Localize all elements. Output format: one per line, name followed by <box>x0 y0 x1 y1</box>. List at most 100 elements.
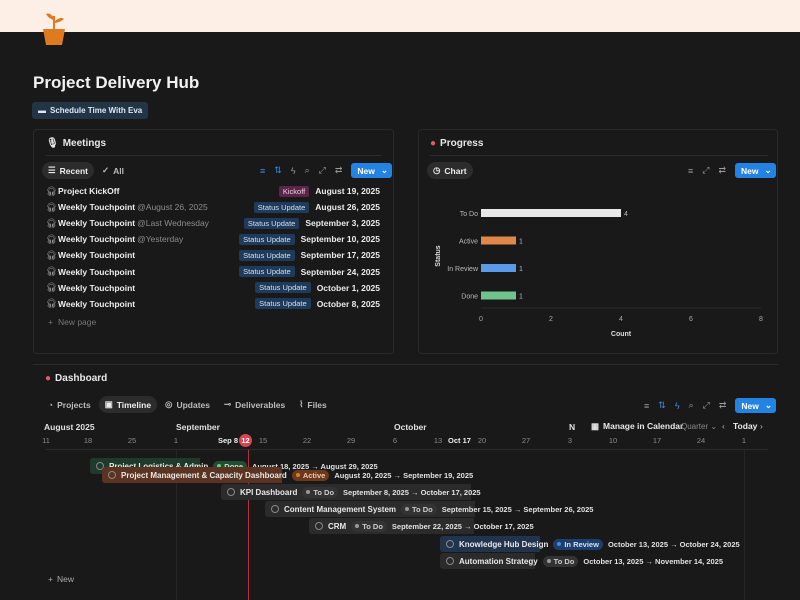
date-range: October 13, 2025 → October 24, 2025 <box>607 539 740 549</box>
range-select[interactable]: Quarter ⌄ <box>681 422 718 431</box>
y-axis-title: Status <box>435 245 442 267</box>
lightning-icon[interactable]: ϟ <box>674 400 680 411</box>
meeting-row[interactable]: 🎧︎ Weekly Touchpoint Status Update Septembe… <box>46 249 380 261</box>
status-pill: To Do <box>351 520 387 532</box>
filter-icon[interactable]: ≡ <box>260 165 266 176</box>
x-tick-label: 4 <box>619 316 623 323</box>
sort-icon[interactable]: ⇅ <box>274 165 282 175</box>
status-pill: To Do <box>542 555 579 567</box>
date-tick: 10 <box>608 436 618 445</box>
cover-banner <box>0 0 800 32</box>
meeting-row[interactable]: 🎧︎ Project KickOff Kickoff August 19, 2025 <box>46 185 380 197</box>
status-pill: In Review <box>553 538 603 550</box>
tab-projects[interactable]: ◔ Projects <box>48 399 91 410</box>
meeting-date: September 3, 2025 <box>305 218 380 229</box>
sort-icon[interactable]: ⇅ <box>658 400 666 410</box>
x-tick-label: 0 <box>479 316 483 323</box>
date-tick: 25 <box>127 436 137 445</box>
headphones-icon: 🎧︎ <box>46 282 57 293</box>
headphones-icon: 🎧︎ <box>46 217 57 228</box>
timeline-item[interactable]: CRM To Do September 22, 2025 → October 17,… <box>309 518 534 534</box>
timeline-item[interactable]: Project Management & Capacity Dashboard A… <box>102 467 474 483</box>
timeline-item[interactable]: Automation Strategy To Do October 13, 2025… <box>440 553 724 569</box>
filter-icon[interactable]: ≡ <box>688 165 694 176</box>
date-range: August 20, 2025 → September 19, 2025 <box>334 470 474 480</box>
timeline-item[interactable]: Content Management System To Do September … <box>265 501 594 517</box>
meeting-date: August 19, 2025 <box>315 186 380 196</box>
expand-icon[interactable]: ⤢ <box>702 400 710 410</box>
tab-timeline[interactable]: ▣ Timeline <box>98 396 158 413</box>
dashboard-title: ● Dashboard <box>45 373 108 384</box>
date-tick: 27 <box>521 436 531 445</box>
meeting-row[interactable]: 🎧︎ Weekly Touchpoint @Last Wednesday Status… <box>46 217 380 229</box>
meeting-row[interactable]: 🎧︎ Weekly Touchpoint Status Update October … <box>46 298 380 310</box>
next-button[interactable]: › <box>760 421 763 431</box>
meeting-tag: Kickoff <box>278 185 310 197</box>
meeting-tag: Status Update <box>239 266 295 277</box>
tab-updates[interactable]: ◎ Updates <box>165 399 211 410</box>
meeting-date: October 1, 2025 <box>316 282 380 293</box>
meetings-title: 🎙 Meetings <box>46 138 107 149</box>
today-line <box>248 450 249 600</box>
today-button[interactable]: Today <box>733 421 758 431</box>
calendar-icon: ▬ <box>38 106 46 115</box>
settings-icon[interactable]: ⇄ <box>718 400 727 410</box>
clock-icon: ◷ <box>433 165 441 175</box>
category-label: To Do <box>460 211 478 218</box>
search-icon[interactable]: ⌕ <box>688 400 694 410</box>
month-gridline <box>744 450 745 600</box>
settings-icon[interactable]: ⇄ <box>334 165 343 175</box>
schedule-button[interactable]: ▬ Schedule Time With Eva <box>32 102 149 119</box>
timeline-item[interactable]: Knowledge Hub Design In Review October 13,… <box>440 536 740 552</box>
new-page-button[interactable]: + New page <box>48 317 97 327</box>
list-icon: ☰ <box>48 165 56 175</box>
meeting-row[interactable]: 🎧︎ Weekly Touchpoint Status Update October … <box>46 282 380 294</box>
new-project-button[interactable]: New ⌄ <box>735 398 776 413</box>
meetings-panel <box>33 129 394 354</box>
date-tick: 3 <box>567 436 573 445</box>
date-range: September 8, 2025 → October 17, 2025 <box>343 487 481 497</box>
tab-all[interactable]: ✓ All <box>101 165 124 176</box>
new-progress-button[interactable]: New ⌄ <box>735 163 776 178</box>
meeting-tag: Status Update <box>243 217 300 229</box>
headphones-icon: 🎧︎ <box>46 201 57 212</box>
manage-calendar-button[interactable]: ▦ Manage in Calendar <box>588 421 687 432</box>
data-label: 1 <box>519 239 523 246</box>
date-tick: Sep 8 <box>218 436 239 445</box>
new-meeting-button[interactable]: New ⌄ <box>351 163 392 178</box>
date-tick: Oct 17 <box>448 436 471 445</box>
data-label: 4 <box>624 211 628 218</box>
prev-button[interactable]: ‹ <box>722 421 725 431</box>
filter-icon[interactable]: ≡ <box>644 400 650 411</box>
add-new-button[interactable]: + New <box>48 574 74 584</box>
date-tick: 29 <box>346 436 356 445</box>
headphones-icon: 🎧︎ <box>46 298 57 309</box>
lightning-icon[interactable]: ϟ <box>290 165 296 176</box>
meeting-date: September 17, 2025 <box>300 250 380 261</box>
expand-icon[interactable]: ⤢ <box>702 165 710 175</box>
tab-files[interactable]: ⌇ Files <box>299 399 327 410</box>
month-gridline <box>176 450 177 600</box>
expand-icon[interactable]: ⤢ <box>318 165 326 175</box>
timeline-item[interactable]: KPI Dashboard To Do September 8, 2025 → Oc… <box>221 484 481 500</box>
x-tick-label: 6 <box>689 316 693 323</box>
dart-icon: ● <box>430 138 437 149</box>
tab-deliverables[interactable]: ⊸ Deliverables <box>224 399 286 410</box>
meeting-date: September 24, 2025 <box>300 266 380 277</box>
search-icon[interactable]: ⌕ <box>304 165 310 175</box>
tab-recent[interactable]: ☰ Recent <box>42 162 94 179</box>
status-pill: Done <box>213 460 248 472</box>
page-title: Project Delivery Hub <box>33 73 200 92</box>
month-label: N <box>569 422 576 432</box>
meeting-row[interactable]: 🎧︎ Weekly Touchpoint Status Update Septembe… <box>46 266 380 277</box>
tab-chart[interactable]: ◷ Chart <box>427 162 473 179</box>
meeting-row[interactable]: 🎧︎ Weekly Touchpoint @August 26, 2025 Statu… <box>46 201 380 213</box>
meeting-date: August 26, 2025 <box>315 202 380 213</box>
month-label: September <box>176 422 220 432</box>
check-icon: ✓ <box>101 165 110 175</box>
date-tick: 11 <box>42 436 50 445</box>
settings-icon[interactable]: ⇄ <box>718 165 727 175</box>
meeting-row[interactable]: 🎧︎ Weekly Touchpoint @Yesterday Status Upda… <box>46 233 380 245</box>
divider <box>430 155 768 156</box>
project-icon <box>446 540 454 548</box>
